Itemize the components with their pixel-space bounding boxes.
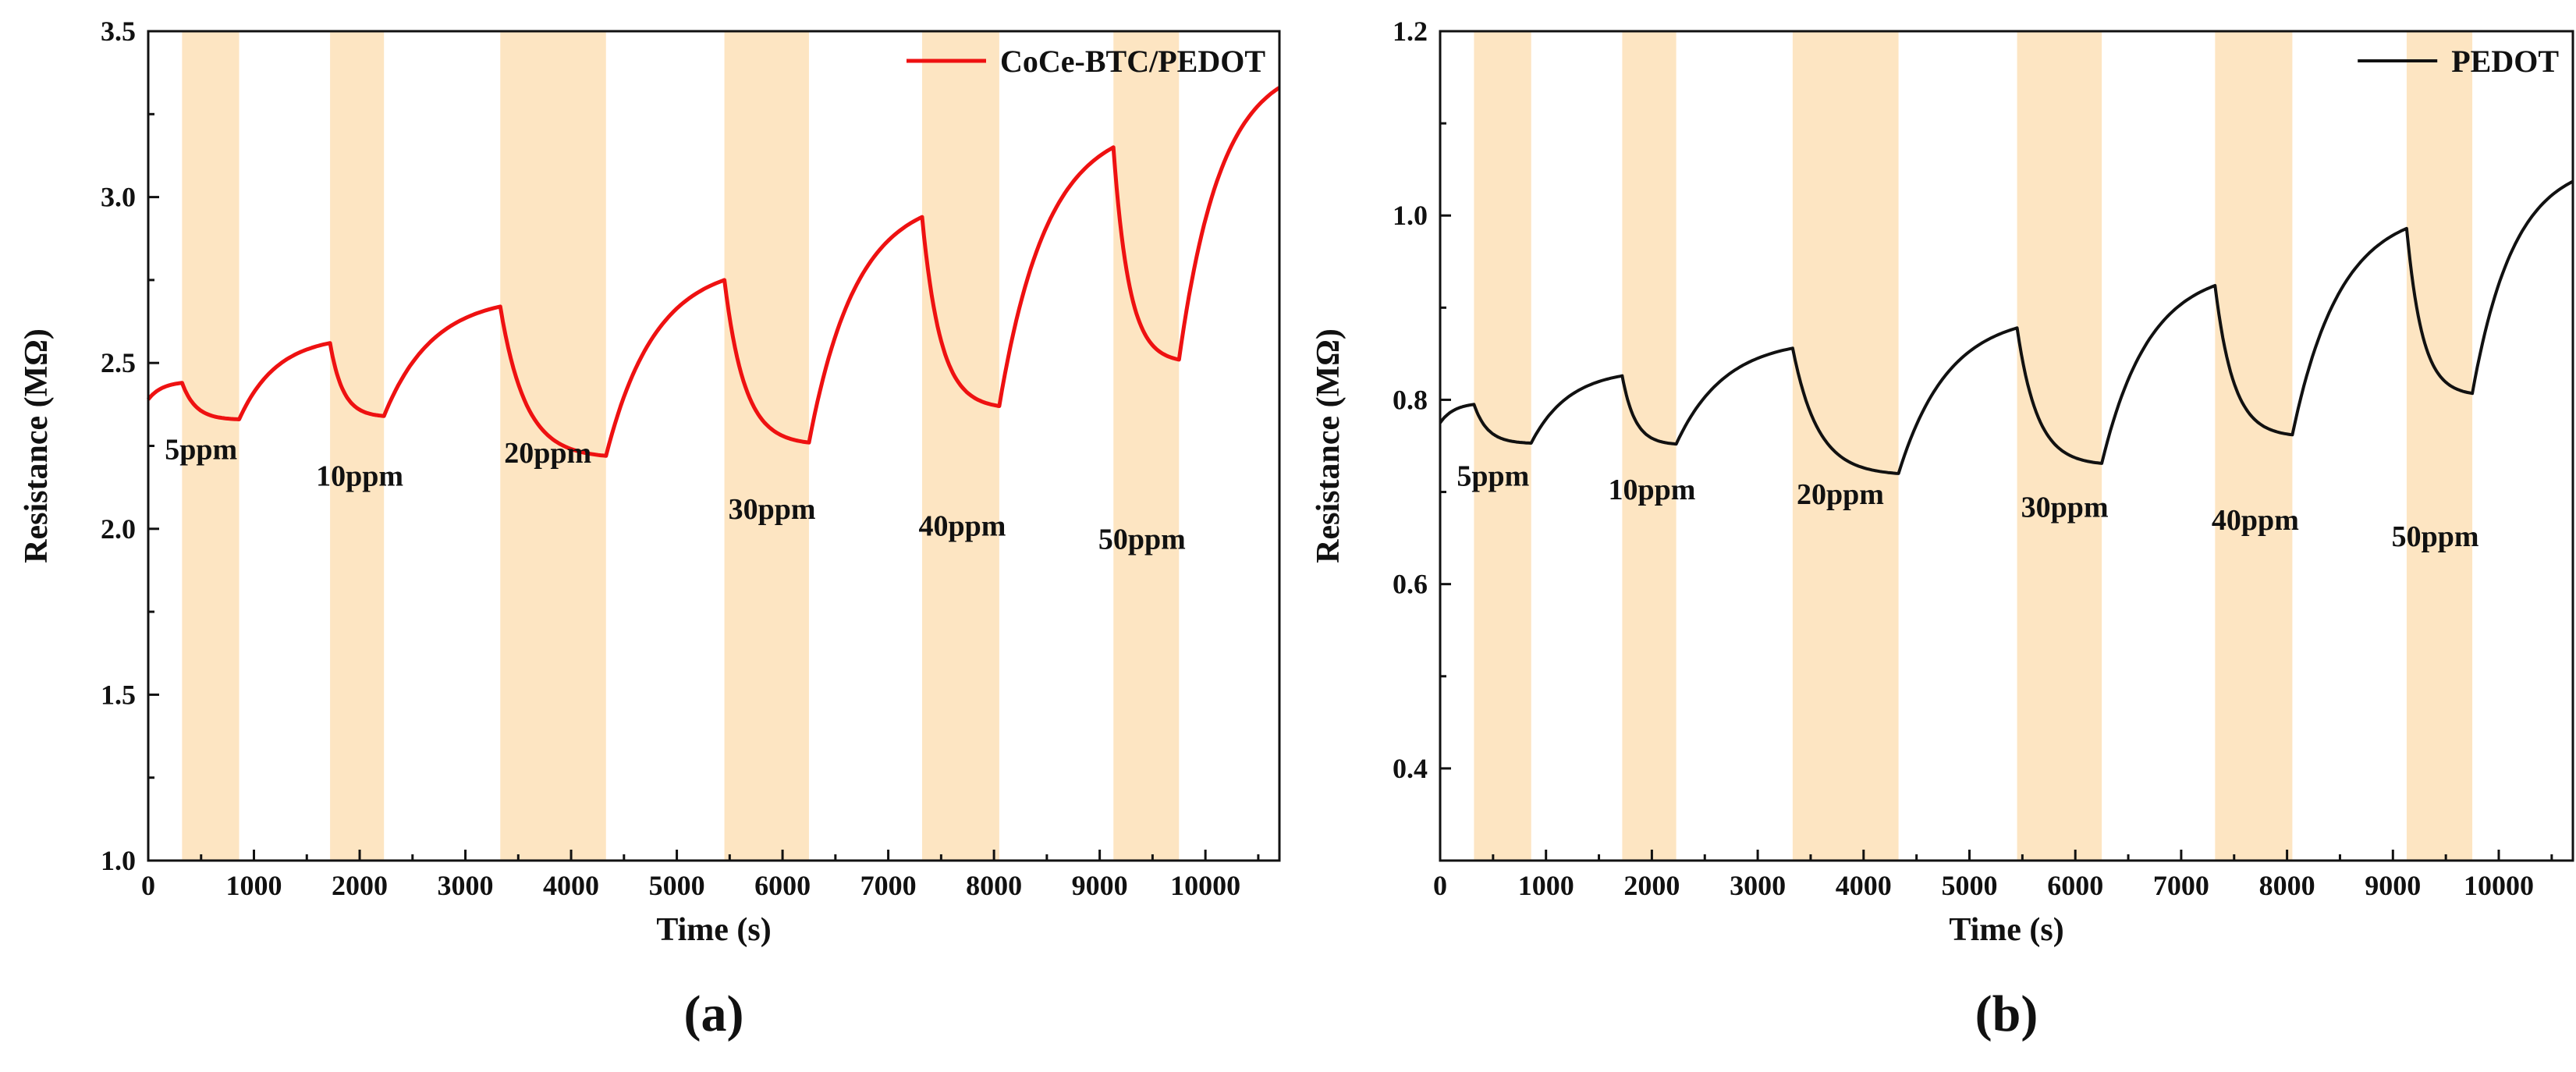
legend-label-b: PEDOT (2451, 44, 2559, 79)
exposure-band-b-5 (2215, 31, 2293, 861)
chart-panel-a: 0 1000 2000 3000 4000 5000 6000 7000 8000 9000 100… (19, 16, 1281, 1042)
x-tick-label-a-10000: 10000 (1170, 870, 1240, 901)
concentration-label-a-2: 10ppm (316, 460, 403, 493)
x-ticks-b: 0 1000 2000 3000 4000 5000 6000 7000 8000 9000 100… (1433, 850, 2553, 901)
x-tick-label-b-5000: 5000 (1942, 870, 1998, 901)
concentration-labels-a: 5ppm 10ppm 20ppm 30ppm 40ppm 50ppm (165, 434, 1185, 556)
y-tick-label-b-1: 0.6 (1393, 569, 1428, 600)
exposure-band-a-1 (182, 31, 240, 861)
y-axis-title-b: Resistance (MΩ) (1311, 328, 1347, 563)
x-ticks-a: 0 1000 2000 3000 4000 5000 6000 7000 8000 9000 100… (141, 850, 1260, 901)
series-group-a (147, 86, 1281, 458)
x-tick-label-a-9000: 9000 (1072, 870, 1128, 901)
y-tick-label-a-2: 2.0 (101, 513, 136, 545)
x-tick-label-a-3000: 3000 (438, 870, 494, 901)
y-tick-label-b-0: 0.4 (1393, 753, 1428, 784)
y-axis-title-a: Resistance (MΩ) (19, 328, 55, 563)
concentration-label-a-6: 50ppm (1098, 523, 1186, 556)
concentration-label-b-1: 5ppm (1457, 460, 1529, 492)
x-tick-label-b-3000: 3000 (1730, 870, 1786, 901)
plot-frame-a (147, 30, 1281, 862)
chart-panel-b: 0 1000 2000 3000 4000 5000 6000 7000 8000 9000 100… (1311, 16, 2574, 1042)
x-tick-label-b-1000: 1000 (1518, 870, 1574, 901)
y-tick-label-a-0: 1.0 (101, 845, 136, 876)
concentration-label-b-4: 30ppm (2021, 491, 2109, 524)
exposure-bands-a (182, 31, 1180, 861)
concentration-label-a-4: 30ppm (729, 493, 816, 526)
concentration-label-b-6: 50ppm (2392, 520, 2479, 553)
y-tick-label-a-5: 3.5 (101, 16, 136, 47)
x-tick-label-a-4000: 4000 (543, 870, 599, 901)
x-axis-title-b: Time (s) (1949, 912, 2063, 948)
x-tick-label-b-7000: 7000 (2153, 870, 2209, 901)
concentration-label-b-2: 10ppm (1608, 474, 1695, 506)
x-tick-label-b-4000: 4000 (1836, 870, 1892, 901)
exposure-band-a-5 (921, 31, 999, 861)
legend-b: PEDOT (2358, 44, 2559, 79)
x-tick-label-b-6000: 6000 (2047, 870, 2103, 901)
concentration-label-b-3: 20ppm (1797, 478, 1884, 511)
y-ticks-b: 0.4 0.6 0.8 1.0 1.2 (1393, 16, 1451, 784)
legend-label-a: CoCe-BTC/PEDOT (1000, 44, 1265, 79)
concentration-label-a-3: 20ppm (504, 437, 591, 470)
exposure-band-a-6 (1113, 31, 1180, 861)
series-group-b (1439, 179, 2574, 475)
y-tick-label-a-4: 3.0 (101, 182, 136, 213)
exposure-band-b-6 (2406, 31, 2473, 861)
x-tick-label-b-0: 0 (1433, 870, 1447, 901)
x-tick-label-a-6000: 6000 (754, 870, 811, 901)
x-tick-label-a-1000: 1000 (226, 870, 282, 901)
panel-label-a: (a) (684, 985, 744, 1042)
plot-frame-b (1439, 30, 2574, 862)
series-line-pedot (1439, 179, 2574, 475)
concentration-label-a-1: 5ppm (165, 434, 237, 467)
y-tick-label-a-3: 2.5 (101, 347, 136, 378)
series-line-coce-btc-pedot (147, 86, 1281, 458)
y-tick-label-a-1: 1.5 (101, 679, 136, 710)
x-axis-title-a: Time (s) (656, 912, 771, 948)
exposure-band-b-2 (1622, 31, 1677, 861)
concentration-label-b-5: 40ppm (2212, 504, 2299, 537)
x-tick-label-a-0: 0 (141, 870, 155, 901)
exposure-band-a-4 (724, 31, 809, 861)
exposure-bands-b (1474, 31, 2473, 861)
x-tick-label-b-10000: 10000 (2464, 870, 2534, 901)
x-tick-label-a-8000: 8000 (966, 870, 1022, 901)
x-tick-label-b-2000: 2000 (1623, 870, 1680, 901)
y-tick-label-b-2: 0.8 (1393, 384, 1428, 415)
exposure-band-b-3 (1792, 31, 1899, 861)
x-tick-label-b-8000: 8000 (2259, 870, 2315, 901)
y-tick-label-b-4: 1.2 (1393, 16, 1428, 47)
exposure-band-a-2 (330, 31, 385, 861)
legend-a: CoCe-BTC/PEDOT (907, 44, 1265, 79)
exposure-band-b-1 (1474, 31, 1531, 861)
x-tick-label-a-2000: 2000 (332, 870, 388, 901)
exposure-band-b-4 (2017, 31, 2102, 861)
x-tick-label-b-9000: 9000 (2365, 870, 2421, 901)
concentration-label-a-5: 40ppm (918, 509, 1006, 542)
x-tick-label-a-7000: 7000 (860, 870, 917, 901)
y-ticks-a: 1.0 1.5 2.0 2.5 3.0 3.5 (101, 16, 159, 876)
exposure-band-a-3 (500, 31, 606, 861)
panel-label-b: (b) (1975, 985, 2038, 1042)
y-tick-label-b-3: 1.0 (1393, 200, 1428, 231)
x-tick-label-a-5000: 5000 (649, 870, 705, 901)
concentration-labels-b: 5ppm 10ppm 20ppm 30ppm 40ppm 50ppm (1457, 460, 2478, 553)
